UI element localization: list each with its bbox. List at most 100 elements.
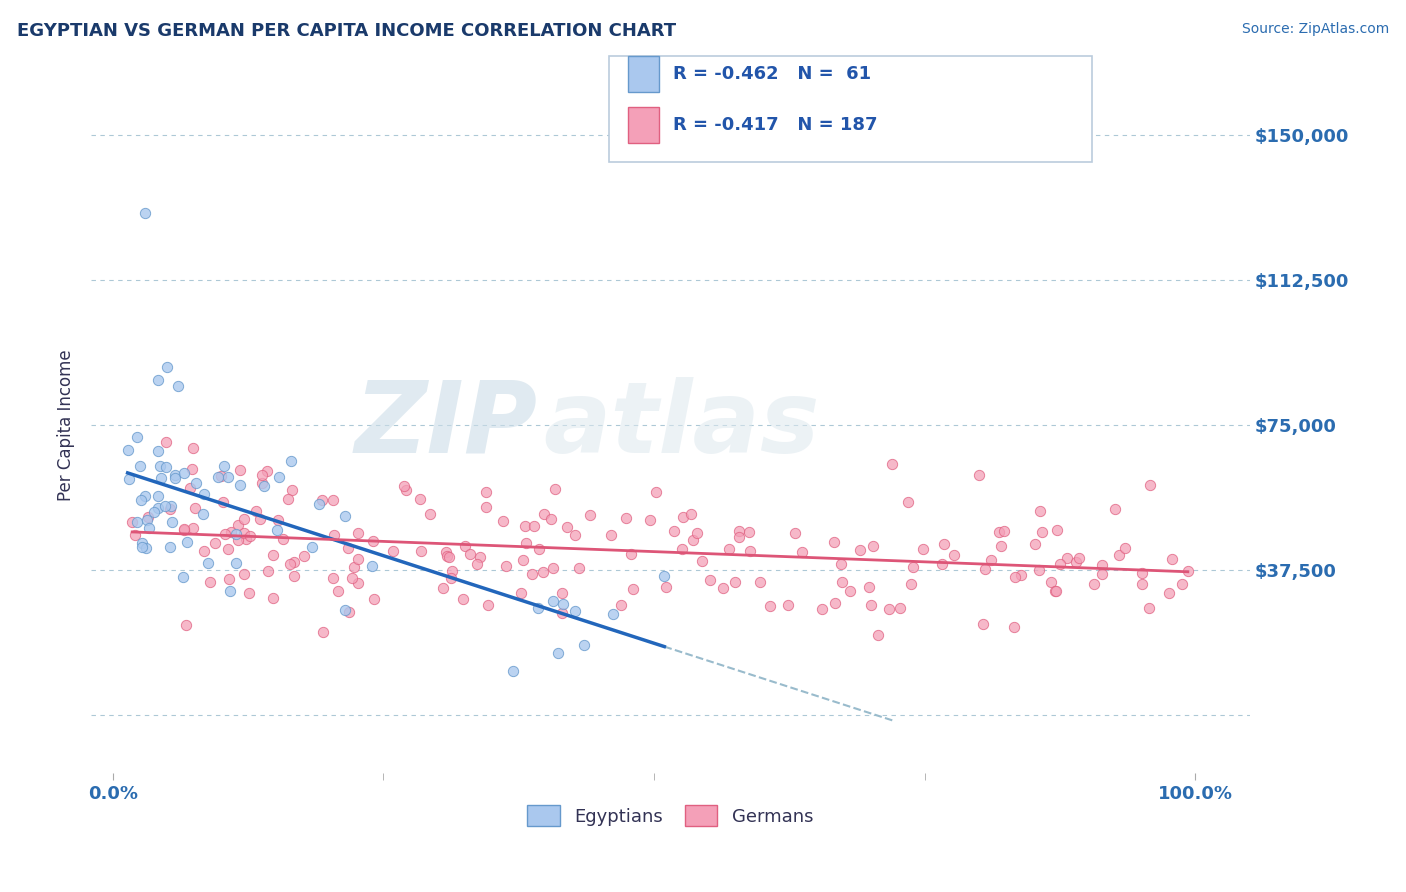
Point bbox=[131, 540, 153, 554]
Point bbox=[889, 600, 911, 615]
Point bbox=[437, 549, 460, 564]
Point bbox=[533, 507, 555, 521]
Point bbox=[903, 560, 925, 574]
Point bbox=[900, 576, 922, 591]
Point bbox=[156, 360, 179, 375]
Point bbox=[988, 524, 1011, 539]
Point bbox=[347, 576, 370, 591]
Point bbox=[1067, 550, 1090, 565]
Point bbox=[238, 586, 260, 600]
Point bbox=[1046, 523, 1069, 537]
Point bbox=[690, 554, 713, 568]
Point bbox=[1130, 566, 1153, 580]
Point bbox=[1024, 537, 1046, 551]
Point bbox=[831, 575, 853, 590]
Point bbox=[523, 519, 546, 533]
Point bbox=[363, 592, 385, 607]
Point bbox=[218, 573, 240, 587]
Point bbox=[155, 435, 177, 450]
Point bbox=[159, 541, 181, 555]
Point bbox=[711, 581, 734, 595]
Point bbox=[943, 548, 966, 562]
Point bbox=[118, 472, 141, 486]
Point bbox=[541, 561, 564, 575]
Point bbox=[135, 541, 157, 556]
Point bbox=[491, 514, 513, 528]
Point bbox=[672, 510, 695, 524]
Point bbox=[440, 571, 463, 585]
Point bbox=[134, 205, 156, 219]
Point bbox=[543, 483, 565, 497]
Legend: Egyptians, Germans: Egyptians, Germans bbox=[520, 798, 821, 833]
Point bbox=[163, 468, 186, 483]
Point bbox=[614, 510, 637, 524]
Point bbox=[474, 485, 496, 500]
Point bbox=[974, 562, 997, 576]
Point bbox=[121, 516, 143, 530]
Point bbox=[382, 544, 405, 558]
Text: ZIP: ZIP bbox=[354, 376, 537, 474]
Point bbox=[681, 507, 703, 521]
Point bbox=[292, 549, 315, 563]
Point bbox=[564, 604, 586, 618]
Point bbox=[253, 478, 276, 492]
Point bbox=[181, 521, 204, 535]
Point bbox=[181, 461, 204, 475]
Point bbox=[550, 606, 572, 620]
Point bbox=[308, 497, 330, 511]
Point bbox=[823, 535, 845, 549]
Text: Source: ZipAtlas.com: Source: ZipAtlas.com bbox=[1241, 22, 1389, 37]
Point bbox=[271, 532, 294, 546]
Point bbox=[207, 470, 229, 484]
Point bbox=[346, 526, 368, 541]
Point bbox=[465, 557, 488, 571]
Point bbox=[1130, 577, 1153, 591]
Point bbox=[225, 557, 247, 571]
Point bbox=[645, 484, 668, 499]
Point bbox=[228, 462, 250, 476]
Point bbox=[181, 441, 204, 455]
Point bbox=[204, 536, 226, 550]
Point bbox=[862, 539, 884, 553]
Point bbox=[335, 509, 357, 524]
Point bbox=[495, 559, 517, 574]
Point bbox=[146, 489, 169, 503]
Point bbox=[1177, 565, 1199, 579]
Point bbox=[564, 528, 586, 542]
Point bbox=[277, 491, 299, 506]
Point bbox=[602, 607, 624, 622]
Point bbox=[1157, 586, 1180, 600]
Point bbox=[1108, 549, 1130, 563]
Point bbox=[235, 533, 257, 547]
Point bbox=[458, 547, 481, 561]
Point bbox=[759, 599, 782, 614]
Point bbox=[173, 522, 195, 536]
Point bbox=[149, 471, 172, 485]
Point bbox=[824, 596, 846, 610]
Point bbox=[1040, 575, 1063, 590]
Point bbox=[217, 542, 239, 557]
Point bbox=[724, 575, 747, 590]
Point bbox=[830, 557, 852, 571]
Point bbox=[1137, 600, 1160, 615]
Point bbox=[136, 513, 159, 527]
Point bbox=[868, 627, 890, 641]
Point bbox=[283, 569, 305, 583]
Text: R = -0.462   N =  61: R = -0.462 N = 61 bbox=[673, 65, 872, 83]
Point bbox=[727, 530, 749, 544]
Point bbox=[301, 540, 323, 554]
Point bbox=[225, 527, 247, 541]
Point bbox=[990, 539, 1012, 553]
Point bbox=[512, 553, 534, 567]
Point bbox=[340, 571, 363, 585]
Point bbox=[281, 483, 304, 498]
Point bbox=[129, 459, 152, 474]
Point bbox=[183, 500, 205, 515]
Point bbox=[931, 557, 953, 571]
Point bbox=[728, 524, 751, 539]
Point bbox=[239, 529, 262, 543]
Point bbox=[600, 528, 623, 542]
Point bbox=[1091, 567, 1114, 582]
Point bbox=[551, 597, 574, 611]
Point bbox=[337, 605, 360, 619]
